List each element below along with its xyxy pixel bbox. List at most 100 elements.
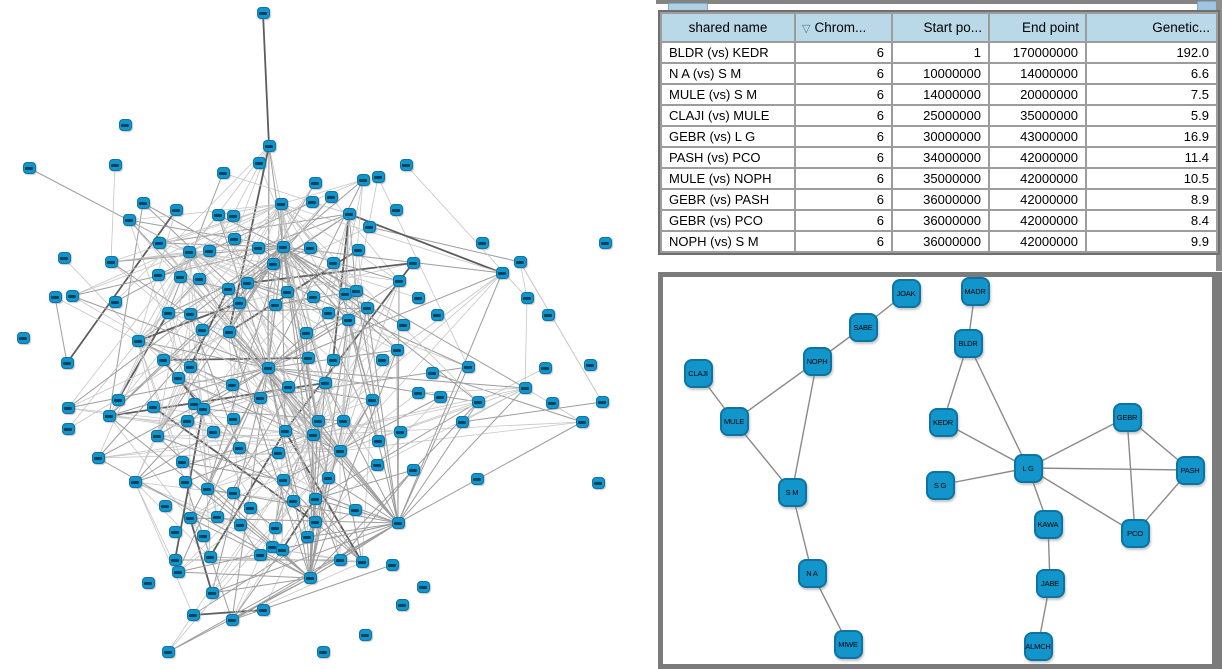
network-node[interactable] (261, 362, 275, 374)
network-node[interactable] (274, 198, 288, 210)
table-cell[interactable]: 9.9 (1087, 232, 1216, 251)
network-node[interactable] (356, 174, 370, 186)
main-network-edge[interactable] (397, 366, 469, 524)
network-node[interactable] (286, 495, 300, 507)
main-network-edge[interactable] (309, 319, 349, 579)
table-cell[interactable]: 8.9 (1087, 190, 1216, 209)
main-network-edge[interactable] (314, 521, 363, 563)
network-node[interactable] (182, 246, 196, 258)
network-node[interactable] (180, 415, 194, 427)
network-node[interactable] (171, 566, 185, 578)
network-node[interactable] (16, 332, 30, 344)
network-node[interactable] (362, 221, 376, 233)
network-node-N-A[interactable]: N A (797, 558, 827, 588)
network-node[interactable] (406, 464, 420, 476)
table-cell[interactable]: 30000000 (893, 127, 988, 146)
network-node[interactable] (256, 604, 270, 616)
table-cell[interactable]: 6 (796, 148, 891, 167)
network-node[interactable] (595, 396, 609, 408)
table-cell[interactable]: 25000000 (893, 106, 988, 125)
network-node[interactable] (395, 599, 409, 611)
main-network-edge[interactable] (211, 577, 311, 594)
network-node[interactable] (268, 522, 282, 534)
main-network-edge[interactable] (355, 176, 379, 292)
main-network-edge[interactable] (134, 431, 214, 483)
main-network-edge[interactable] (228, 203, 282, 333)
sub-network-edge[interactable] (1027, 467, 1136, 534)
network-node[interactable] (61, 423, 75, 435)
sub-network-edge[interactable] (1126, 416, 1136, 534)
network-node[interactable] (475, 237, 489, 249)
table-cell[interactable]: 7.5 (1087, 85, 1216, 104)
network-node-MADR[interactable]: MADR (960, 277, 990, 306)
main-network-edge[interactable] (361, 399, 373, 563)
main-network-edge[interactable] (67, 251, 190, 409)
sub-network-edge[interactable] (791, 360, 818, 493)
network-node[interactable] (65, 290, 79, 302)
main-network-edge[interactable] (268, 145, 282, 205)
main-network-edge[interactable] (267, 367, 399, 524)
main-network-edge[interactable] (67, 367, 269, 409)
network-node[interactable] (262, 140, 276, 152)
network-node[interactable] (391, 517, 405, 529)
table-cell[interactable]: MULE (vs) S M (662, 85, 794, 104)
network-node[interactable] (211, 209, 225, 221)
network-node[interactable] (461, 361, 475, 373)
main-network-view[interactable] (0, 0, 656, 669)
network-node[interactable] (370, 459, 384, 471)
network-node[interactable] (108, 159, 122, 171)
main-network-edge[interactable] (524, 297, 528, 389)
network-node[interactable] (399, 159, 413, 171)
table-cell[interactable]: 42000000 (990, 211, 1085, 230)
main-network-edge[interactable] (317, 420, 401, 433)
main-network-edge[interactable] (324, 382, 341, 452)
main-network-edge[interactable] (189, 517, 311, 579)
network-node[interactable] (192, 273, 206, 285)
network-node[interactable] (226, 210, 240, 222)
network-node[interactable] (131, 335, 145, 347)
table-cell[interactable]: 42000000 (990, 190, 1085, 209)
network-node[interactable] (333, 554, 347, 566)
network-node-BLDR[interactable]: BLDR (953, 328, 983, 358)
network-node[interactable] (276, 474, 290, 486)
main-network-edge[interactable] (156, 246, 284, 437)
main-network-edge[interactable] (267, 203, 282, 369)
table-cell[interactable]: N A (vs) S M (662, 64, 794, 83)
table-cell[interactable]: 6 (796, 127, 891, 146)
network-node-S-G[interactable]: S G (925, 470, 955, 500)
main-network-edge[interactable] (228, 331, 311, 579)
main-network-edge[interactable] (110, 203, 282, 263)
network-node[interactable] (240, 277, 254, 289)
network-node[interactable] (203, 551, 217, 563)
main-network-edge[interactable] (134, 481, 194, 616)
table-cell[interactable]: 35000000 (990, 106, 1085, 125)
network-node[interactable] (252, 157, 266, 169)
sub-network-edge[interactable] (939, 467, 1029, 486)
main-network-edge[interactable] (137, 203, 282, 342)
network-node[interactable] (226, 487, 240, 499)
main-network-edge[interactable] (267, 367, 326, 384)
main-network-edge[interactable] (231, 367, 269, 621)
main-network-edge[interactable] (177, 367, 269, 573)
network-node[interactable] (301, 352, 315, 364)
network-node[interactable] (171, 372, 185, 384)
network-node[interactable] (146, 401, 160, 413)
main-network-edge[interactable] (280, 203, 479, 403)
network-node-SABE[interactable]: SABE (848, 312, 878, 342)
main-network-edge[interactable] (117, 276, 181, 401)
network-node[interactable] (390, 344, 404, 356)
network-node[interactable] (321, 307, 335, 319)
network-node[interactable] (538, 362, 552, 374)
network-node[interactable] (306, 429, 320, 441)
main-network-edge[interactable] (156, 377, 179, 437)
network-node[interactable] (183, 361, 197, 373)
table-cell[interactable]: GEBR (vs) L G (662, 127, 794, 146)
main-network-edge[interactable] (206, 488, 311, 579)
main-network-edge[interactable] (198, 247, 259, 280)
network-node[interactable] (158, 500, 172, 512)
main-network-edge[interactable] (312, 401, 479, 436)
network-node-S-M[interactable]: S M (777, 477, 807, 507)
network-node[interactable] (411, 292, 425, 304)
network-node[interactable] (326, 257, 340, 269)
column-header-shared-name[interactable]: shared name (662, 14, 794, 41)
